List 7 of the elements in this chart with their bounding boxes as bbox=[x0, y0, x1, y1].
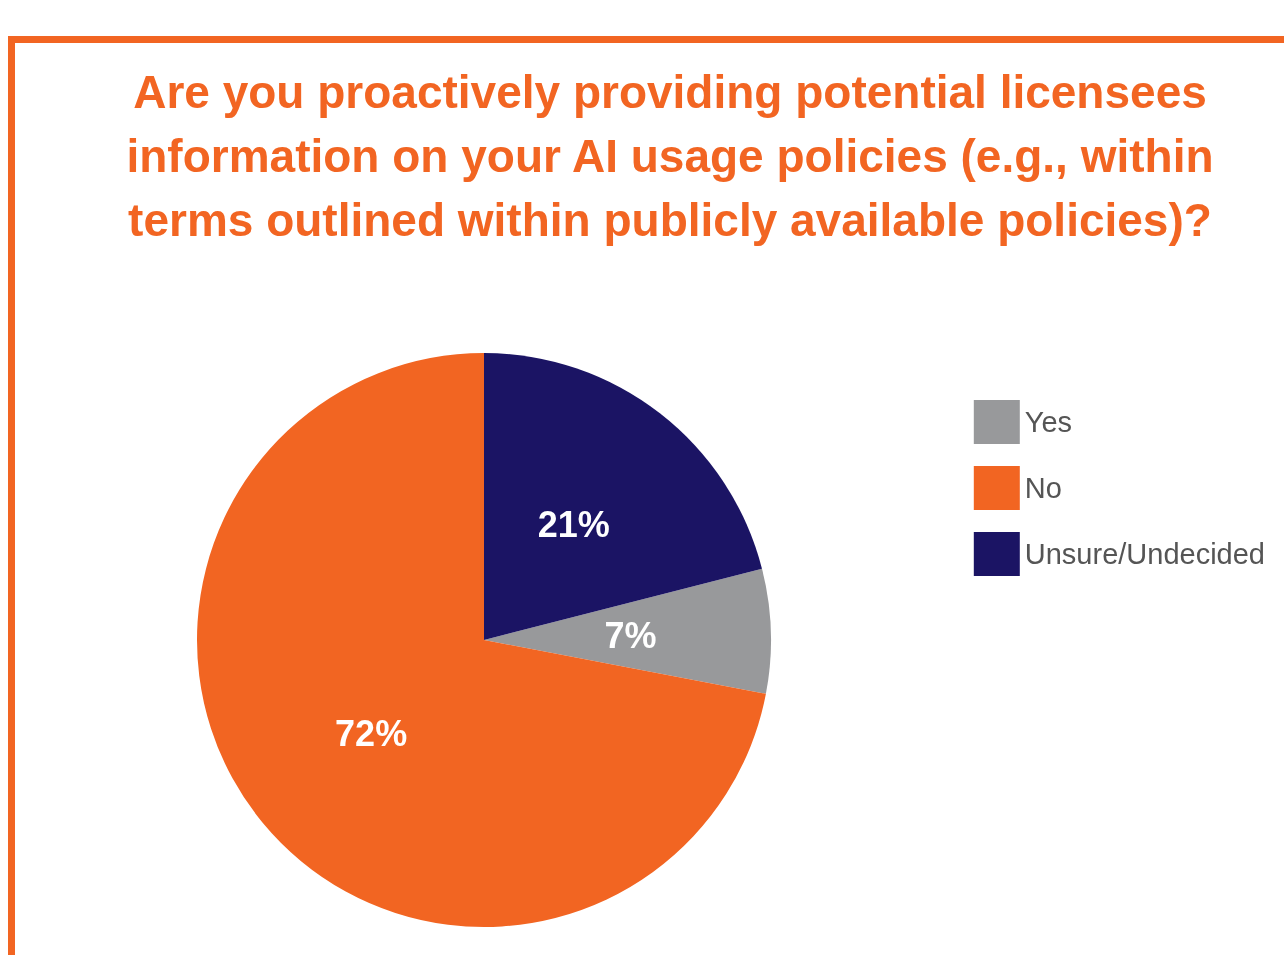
chart-title: Are you proactively providing potential licensees information on your AI usage policies (e.g., within terms outlined within publicly available policies)? bbox=[125, 65, 1215, 248]
data-label: 72% bbox=[335, 712, 408, 754]
data-label: 21% bbox=[537, 503, 610, 545]
data-label: 7% bbox=[604, 614, 657, 656]
legend-label: No bbox=[1024, 472, 1062, 504]
legend-label: Unsure/Undecided bbox=[1024, 538, 1265, 570]
legend-label: Yes bbox=[1024, 406, 1073, 438]
